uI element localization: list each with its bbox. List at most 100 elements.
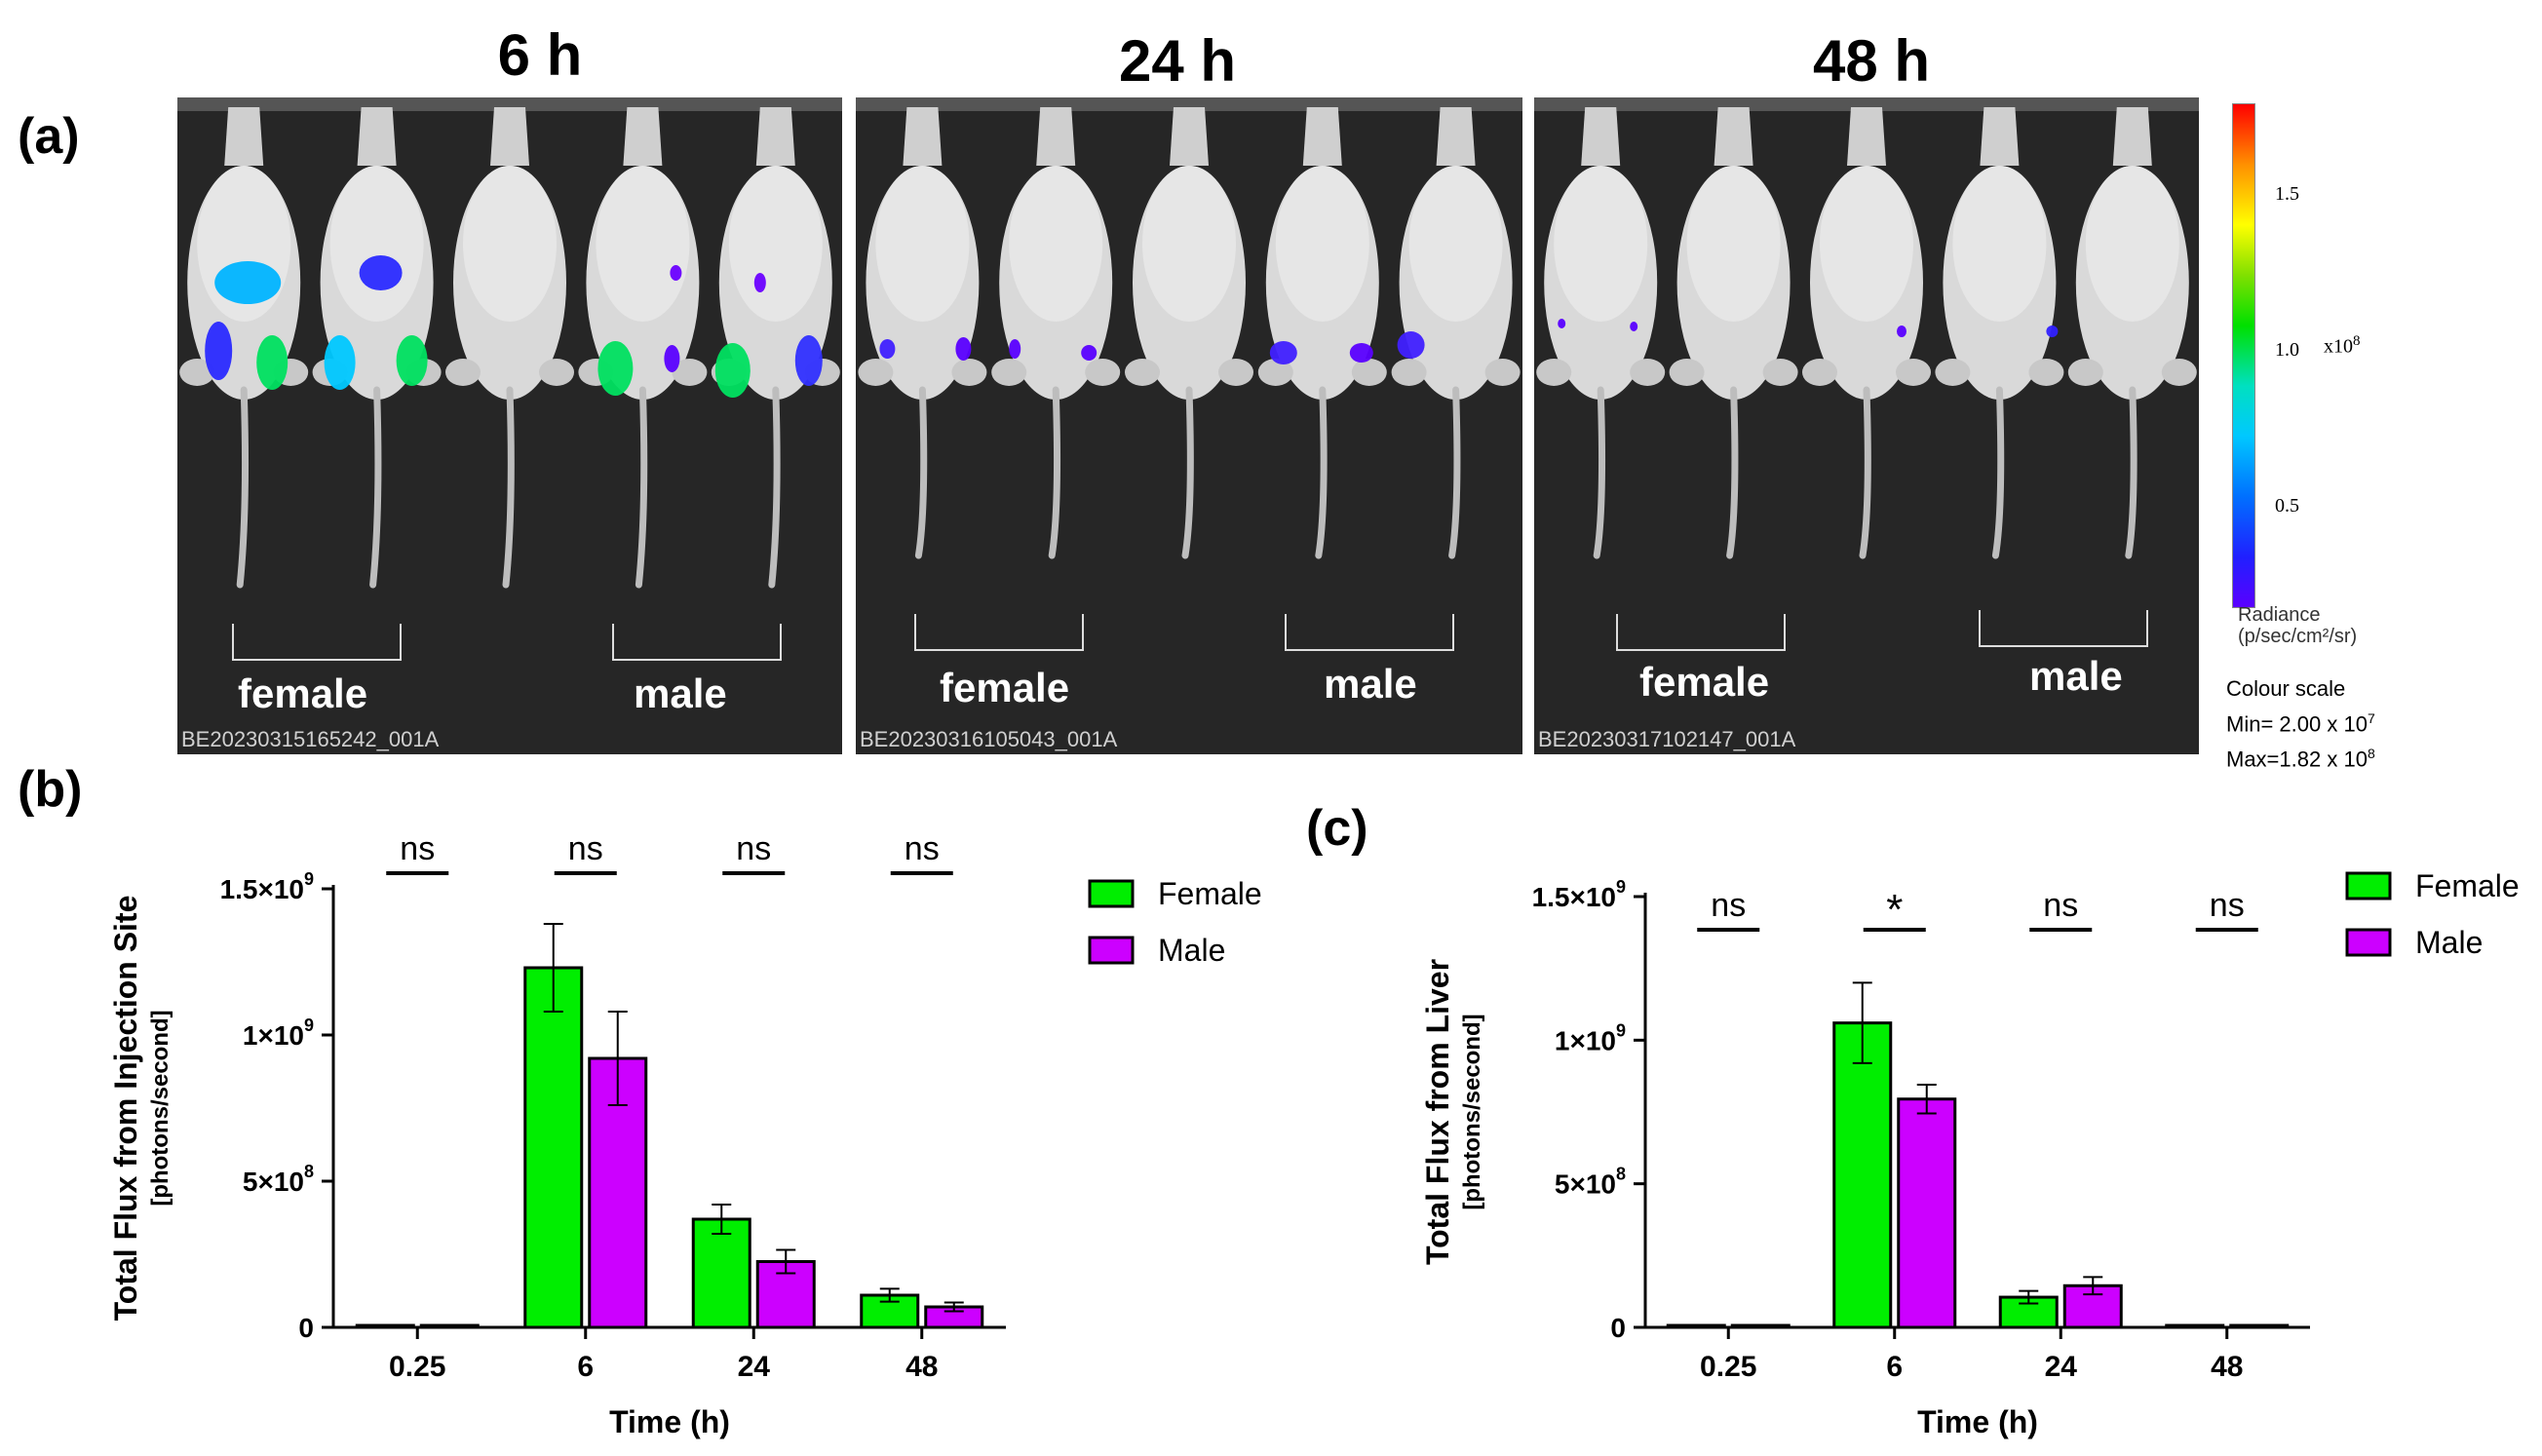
bar-female	[2165, 1323, 2225, 1329]
mouse-silhouette	[1257, 107, 1387, 559]
legend-label-female: Female	[2415, 868, 2520, 903]
bioluminescence-image-6h: female male BE20230315165242_001A	[177, 97, 842, 754]
male-label: male	[1324, 661, 1417, 707]
bar-female	[523, 966, 584, 1329]
image-id: BE20230315165242_001A	[181, 727, 440, 751]
legend-swatch-female	[1088, 879, 1135, 908]
legend-swatch-male	[1088, 936, 1135, 965]
colour-scale-info: Colour scale Min= 2.00 x 107 Max=1.82 x …	[2226, 674, 2375, 775]
mouse-silhouette	[312, 107, 442, 589]
radiance-colorbar	[2232, 103, 2255, 608]
legend-label-male: Male	[1158, 933, 1225, 968]
significance-label: ns	[2210, 887, 2245, 924]
male-bracket	[1285, 614, 1454, 651]
y-axis-label: Total Flux from Injection Site	[108, 896, 143, 1322]
significance-label: ns	[2043, 887, 2078, 924]
colour-scale-max: Max=1.82 x 108	[2226, 746, 2375, 772]
legend-label-female: Female	[1158, 876, 1262, 911]
mice-illustration-6h	[177, 97, 842, 754]
radiance-unit-line1: Radiance	[2238, 604, 2321, 626]
bioluminescence-image-24h: female male BE20230316105043_001A	[856, 97, 1522, 754]
male-label: male	[634, 671, 727, 716]
panel-label-b: (b)	[18, 761, 83, 818]
time-title-48h: 48 h	[1812, 28, 1931, 94]
bar-female	[355, 1323, 415, 1329]
multiplier-exp: 8	[2353, 333, 2361, 349]
mouse-silhouette	[1935, 107, 2064, 559]
mouse-silhouette	[1125, 107, 1253, 559]
colour-scale-min: Min= 2.00 x 107	[2226, 710, 2375, 737]
female-bracket	[1616, 614, 1786, 651]
mouse-silhouette	[1391, 107, 1521, 559]
mouse-silhouette	[1802, 107, 1931, 559]
chart-b-injection-site: 0 5×108 1×109 1.5×109 0.25 ns 6 ns 24 ns 48 ns Time …	[108, 830, 1262, 1439]
x-tick-label: 6	[1886, 1351, 1903, 1383]
legend-swatch-female	[2345, 871, 2392, 900]
image-id: BE20230317102147_001A	[1538, 727, 1796, 751]
y-tick-label: 5×108	[243, 1162, 314, 1197]
significance-label: ns	[905, 830, 940, 867]
mouse-silhouette	[858, 107, 987, 559]
x-tick-label: 6	[577, 1351, 594, 1383]
radiance-unit: Radiance (p/sec/cm²/sr)	[2238, 604, 2357, 647]
x-tick-label: 24	[738, 1351, 771, 1383]
y-axis-sublabel: [photons/second]	[1459, 1014, 1485, 1209]
mouse-silhouette	[2067, 107, 2197, 559]
y-tick-label: 1.5×109	[1532, 877, 1626, 912]
mouse-silhouette	[179, 107, 309, 589]
significance-label: *	[1886, 886, 1903, 934]
y-tick-label: 1.5×109	[220, 869, 314, 904]
mouse-silhouette	[578, 107, 708, 589]
x-tick-label: 48	[2211, 1351, 2243, 1383]
x-axis-label: Time (h)	[609, 1404, 730, 1439]
y-tick-label: 0	[1610, 1313, 1626, 1343]
radiance-unit-line2: (p/sec/cm²/sr)	[2238, 626, 2358, 647]
male-bracket	[1979, 610, 2148, 647]
y-axis-label: Total Flux from Liver	[1420, 959, 1455, 1265]
colorbar-tick: 0.5	[2275, 495, 2299, 517]
mouse-silhouette	[991, 107, 1121, 559]
female-label: female	[940, 665, 1070, 710]
multiplier-base: x10	[2324, 335, 2353, 358]
legend-swatch-male	[2345, 928, 2392, 957]
bar-male	[1897, 1097, 1957, 1329]
y-tick-label: 0	[298, 1313, 314, 1343]
bioluminescence-image-48h: female male BE20230317102147_001A	[1534, 97, 2199, 754]
bar-male	[2229, 1323, 2290, 1329]
y-axis-sublabel: [photons/second]	[147, 1010, 173, 1206]
colorbar-multiplier: x108	[2324, 333, 2361, 359]
y-tick-label: 1×109	[243, 1015, 314, 1051]
legend-label-male: Male	[2415, 925, 2483, 960]
colorbar-tick: 1.0	[2275, 339, 2299, 361]
mice-illustration-48h	[1534, 97, 2199, 754]
x-tick-label: 0.25	[1700, 1351, 1756, 1383]
image-id: BE20230316105043_001A	[860, 727, 1118, 751]
mouse-silhouette	[1669, 107, 1798, 559]
y-tick-label: 1×109	[1555, 1020, 1626, 1055]
female-label: female	[1639, 659, 1770, 705]
time-title-24h: 24 h	[1118, 28, 1237, 94]
bar-female	[691, 1217, 751, 1329]
bar-female	[1666, 1323, 1726, 1329]
x-tick-label: 48	[905, 1351, 938, 1383]
x-tick-label: 24	[2045, 1351, 2078, 1383]
bar-male	[1730, 1323, 1791, 1329]
time-title-6h: 6 h	[497, 22, 583, 88]
colour-scale-title: Colour scale	[2226, 676, 2346, 701]
significance-label: ns	[1711, 887, 1746, 924]
significance-label: ns	[568, 830, 603, 867]
bar-male	[419, 1323, 480, 1329]
panel-label-a: (a)	[18, 108, 80, 165]
mouse-silhouette	[445, 107, 574, 589]
male-bracket	[612, 624, 782, 661]
female-bracket	[232, 624, 402, 661]
significance-label: ns	[736, 830, 771, 867]
mouse-silhouette	[711, 107, 840, 589]
colorbar-tick: 1.5	[2275, 183, 2299, 205]
x-tick-label: 0.25	[389, 1351, 445, 1383]
male-label: male	[2029, 653, 2123, 699]
mice-illustration-24h	[856, 97, 1522, 754]
chart-c-liver: 0 5×108 1×109 1.5×109 0.25 ns 6 * 24 ns 48 ns Time (…	[1420, 868, 2520, 1439]
panel-label-c: (c)	[1306, 800, 1368, 857]
female-label: female	[238, 671, 368, 716]
